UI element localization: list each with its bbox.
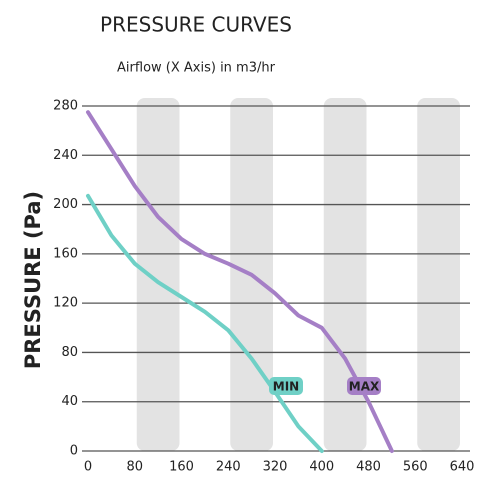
x-tick-label: 240 [216, 460, 241, 475]
y-tick-label: 240 [53, 148, 78, 163]
y-tick-label: 120 [53, 296, 78, 311]
x-tick-label: 80 [126, 460, 143, 475]
series-line [86, 110, 394, 453]
y-axis-label: PRESSURE (Pa) [21, 191, 45, 369]
y-tick-label: 40 [61, 394, 78, 409]
legend-label: MIN [273, 380, 299, 394]
column-band [323, 98, 367, 451]
x-tick-label: 160 [169, 460, 194, 475]
legend-badge [347, 377, 381, 395]
column-band [417, 98, 460, 451]
y-tick-label: 280 [53, 99, 78, 114]
x-tick-label: 400 [309, 460, 334, 475]
y-tick-label: 0 [70, 444, 78, 459]
x-tick-label: 560 [403, 460, 428, 475]
y-tick-label: 160 [53, 246, 78, 261]
x-tick-label: 480 [356, 460, 381, 475]
y-tick-label: 80 [61, 345, 78, 360]
chart-title: PRESSURE CURVES [100, 13, 292, 37]
chart-subtitle: Airflow (X Axis) in m3/hr [117, 61, 276, 76]
y-tick-label: 200 [53, 197, 78, 212]
x-tick-label: 320 [263, 460, 288, 475]
x-tick-label: 640 [450, 460, 475, 475]
legend-label: MAX [349, 380, 380, 394]
series-line [86, 193, 324, 453]
x-tick-label: 0 [84, 460, 92, 475]
legend-badge [269, 377, 303, 395]
column-band [136, 98, 180, 451]
